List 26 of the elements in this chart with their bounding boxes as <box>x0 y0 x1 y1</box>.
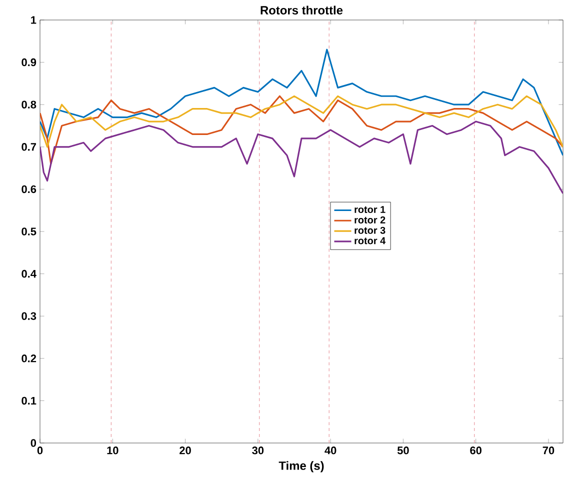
y-tick-label: 0.2 <box>22 354 36 362</box>
line-series <box>40 95 564 165</box>
y-tick-label: 0.3 <box>22 312 36 320</box>
y-tick-label: 0.5 <box>22 228 36 236</box>
y-tick-label: 0.4 <box>22 270 36 278</box>
y-tick-label: 1 <box>31 16 36 24</box>
legend-label: rotor 4 <box>354 237 386 244</box>
chart-title: Rotors throttle <box>260 6 343 14</box>
x-tick-label: 40 <box>324 446 336 454</box>
y-tick-label: 0.8 <box>22 100 36 108</box>
y-tick-label: 0.6 <box>22 185 36 194</box>
x-tick-label: 30 <box>252 446 264 454</box>
y-tick-label: 0.1 <box>22 396 36 405</box>
y-tick-label: 0 <box>30 439 36 447</box>
x-tick-label: 20 <box>180 446 191 454</box>
x-tick-label: 60 <box>470 446 482 454</box>
y-tick-label: 0.9 <box>22 58 36 66</box>
x-tick-label: 10 <box>107 446 118 454</box>
x-tick-label: 70 <box>542 446 554 454</box>
y-tick-label: 0.7 <box>22 143 36 151</box>
legend-label: rotor 3 <box>354 226 386 234</box>
x-axis-title: Time (s) <box>278 461 324 472</box>
x-tick-label: 50 <box>397 446 409 454</box>
legend-label: rotor 1 <box>354 206 386 214</box>
legend-label: rotor 2 <box>354 216 386 224</box>
x-tick-label: 0 <box>37 446 43 454</box>
